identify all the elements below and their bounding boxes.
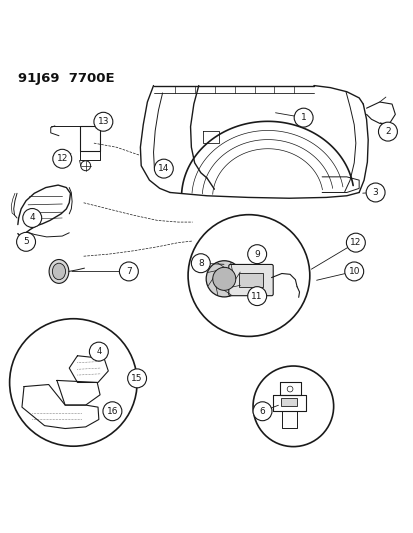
Circle shape [206,261,242,297]
Circle shape [191,254,210,273]
Text: 10: 10 [348,267,359,276]
FancyBboxPatch shape [228,264,273,296]
Circle shape [188,215,309,336]
Text: 5: 5 [23,237,29,246]
Circle shape [53,149,71,168]
Circle shape [154,159,173,178]
Circle shape [365,183,384,202]
Text: 12: 12 [57,154,68,163]
Text: 7: 7 [126,267,131,276]
Text: 91J69  7700E: 91J69 7700E [18,72,114,85]
Circle shape [252,402,271,421]
Text: 2: 2 [384,127,390,136]
Text: 13: 13 [97,117,109,126]
Circle shape [119,262,138,281]
Ellipse shape [52,263,65,280]
Circle shape [94,112,113,131]
Text: 4: 4 [29,214,35,222]
Circle shape [344,262,363,281]
Text: 6: 6 [259,407,265,416]
Circle shape [247,287,266,305]
Text: 9: 9 [254,249,259,259]
Circle shape [247,245,266,264]
Text: 1: 1 [300,113,306,122]
Circle shape [103,402,121,421]
Ellipse shape [49,260,69,284]
Text: 14: 14 [158,164,169,173]
Text: 12: 12 [349,238,361,247]
Circle shape [346,233,364,252]
Text: 15: 15 [131,374,142,383]
Text: 3: 3 [372,188,377,197]
Circle shape [252,366,333,447]
Circle shape [17,232,36,251]
Circle shape [23,208,42,228]
Circle shape [287,386,292,392]
Text: 16: 16 [107,407,118,416]
FancyBboxPatch shape [280,398,297,406]
Text: 11: 11 [251,292,262,301]
FancyBboxPatch shape [238,273,263,287]
Text: 8: 8 [197,259,203,268]
Circle shape [294,108,312,127]
Circle shape [81,161,90,171]
Circle shape [9,319,137,446]
Circle shape [212,268,235,290]
Text: 4: 4 [96,347,101,356]
Circle shape [127,369,146,388]
Circle shape [89,342,108,361]
Circle shape [377,122,396,141]
